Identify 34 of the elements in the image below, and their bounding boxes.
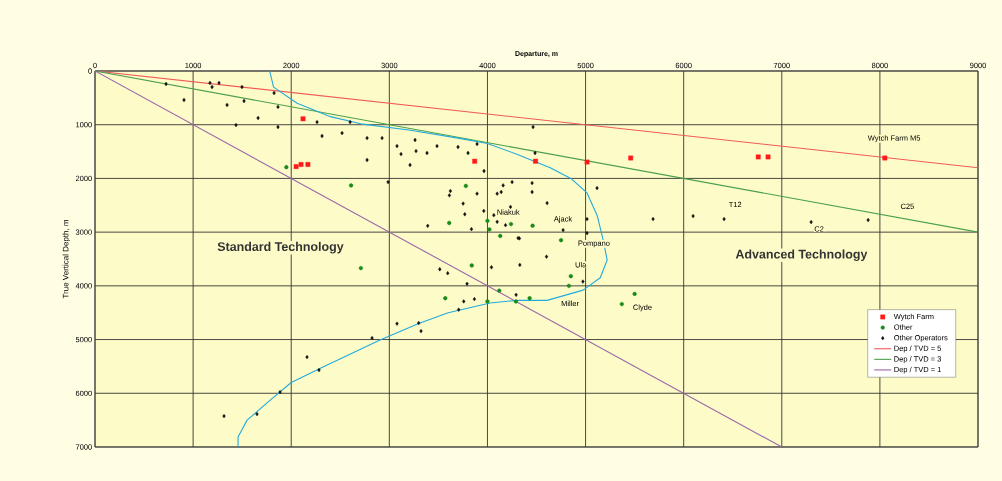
point [755,154,761,160]
point [628,155,634,161]
point [443,296,448,301]
point [358,266,363,271]
point [527,296,532,301]
point [487,227,492,232]
point [530,223,535,228]
point [568,274,573,279]
point [293,164,299,169]
point [298,162,304,167]
point [498,233,503,238]
point [508,221,514,227]
point [300,116,306,122]
point [284,165,289,170]
point [619,302,624,307]
point [463,183,468,189]
point [566,283,571,288]
point [472,158,478,164]
point [447,220,452,226]
point [348,183,354,188]
point [485,218,490,223]
point [305,162,311,167]
point [469,263,474,268]
point [882,155,888,161]
annotation: Standard Technology [217,241,344,254]
point [513,299,518,304]
point [558,238,564,243]
point [485,299,490,304]
point [584,159,590,165]
point [632,291,637,296]
annotation: Advanced Technology [735,249,868,262]
point [765,154,771,160]
point [533,158,538,164]
point [497,288,502,293]
